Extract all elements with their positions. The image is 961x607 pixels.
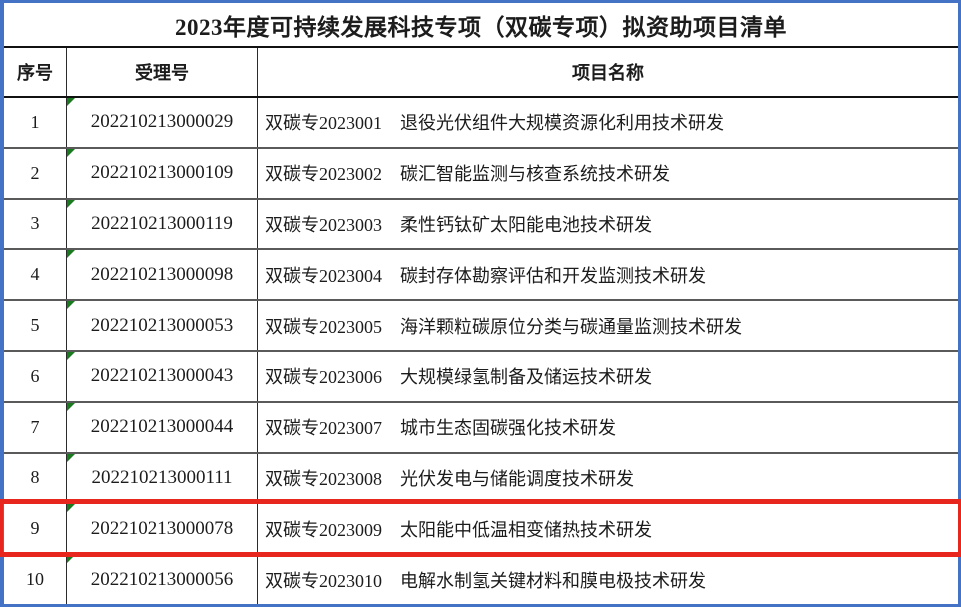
header-cell-project-name: 项目名称 bbox=[572, 63, 644, 83]
row-number-cell: 7 bbox=[4, 402, 67, 452]
acceptance-number-cell: 202210213000078 bbox=[67, 504, 258, 554]
project-name-cell: 双碳专2023009 太阳能中低温相变储热技术研发 bbox=[265, 519, 652, 540]
acceptance-number: 202210213000098 bbox=[90, 263, 234, 285]
acceptance-number: 202210213000119 bbox=[91, 212, 233, 234]
acceptance-number-cell: 202210213000056 bbox=[67, 555, 258, 604]
table-row[interactable]: 10 202210213000056 双碳专2023010 电解水制氢关键材料和… bbox=[4, 553, 958, 604]
project-name-cell: 双碳专2023004 碳封存体勘察评估和开发监测技术研发 bbox=[265, 265, 706, 286]
project-name-cell: 双碳专2023002 碳汇智能监测与核查系统技术研发 bbox=[265, 164, 670, 185]
row-number-cell: 3 bbox=[4, 199, 67, 249]
row-number-cell: 5 bbox=[4, 301, 67, 350]
acceptance-number: 202210213000053 bbox=[90, 314, 234, 336]
table-row[interactable]: 5 202210213000053 双碳专2023005 海洋颗粒碳原位分类与碳… bbox=[4, 299, 958, 350]
acceptance-number-cell: 202210213000029 bbox=[67, 98, 258, 147]
row-number-cell: 4 bbox=[4, 250, 67, 300]
table-row[interactable]: 7 202210213000044 双碳专2023007 城市生态固碳强化技术研… bbox=[4, 400, 958, 452]
cell-corner-flag-icon bbox=[67, 148, 75, 157]
project-name-cell: 双碳专2023010 电解水制氢关键材料和膜电极技术研发 bbox=[265, 570, 706, 591]
table-row[interactable]: 3 202210213000119 双碳专2023003 柔性钙钛矿太阳能电池技… bbox=[4, 197, 958, 249]
row-number-cell: 9 bbox=[4, 504, 67, 554]
acceptance-number: 202210213000043 bbox=[90, 365, 234, 387]
cell-corner-flag-icon bbox=[67, 453, 75, 462]
cell-corner-flag-icon bbox=[67, 250, 75, 259]
acceptance-number-cell: 202210213000098 bbox=[67, 250, 258, 300]
acceptance-number: 202210213000109 bbox=[90, 162, 234, 184]
project-name-cell: 双碳专2023005 海洋颗粒碳原位分类与碳通量监测技术研发 bbox=[265, 316, 742, 337]
project-name-cell: 双碳专2023008 光伏发电与储能调度技术研发 bbox=[265, 468, 634, 489]
table-row[interactable]: 8 202210213000111 双碳专2023008 光伏发电与储能调度技术… bbox=[4, 451, 958, 503]
header-cell-no: 序号 bbox=[4, 48, 67, 96]
acceptance-number-cell: 202210213000111 bbox=[67, 453, 258, 503]
project-name-cell: 双碳专2023001 退役光伏组件大规模资源化利用技术研发 bbox=[265, 113, 724, 134]
row-number-cell: 8 bbox=[4, 453, 67, 503]
row-number-cell: 10 bbox=[4, 555, 67, 604]
acceptance-number: 202210213000078 bbox=[90, 517, 234, 539]
acceptance-number: 202210213000111 bbox=[91, 466, 233, 488]
acceptance-number: 202210213000029 bbox=[90, 111, 234, 133]
acceptance-number-cell: 202210213000109 bbox=[67, 148, 258, 198]
cell-corner-flag-icon bbox=[67, 402, 75, 411]
table-row[interactable]: 4 202210213000098 双碳专2023004 碳封存体勘察评估和开发… bbox=[4, 248, 958, 300]
cell-corner-flag-icon bbox=[67, 555, 75, 564]
acceptance-number-cell: 202210213000044 bbox=[67, 402, 258, 452]
project-name-cell: 双碳专2023003 柔性钙钛矿太阳能电池技术研发 bbox=[265, 214, 652, 235]
row-number-cell: 1 bbox=[4, 98, 67, 147]
cell-corner-flag-icon bbox=[67, 98, 75, 106]
table-row[interactable]: 6 202210213000043 双碳专2023006 大规模绿氢制备及储运技… bbox=[4, 349, 958, 401]
row-number-cell: 2 bbox=[4, 148, 67, 198]
cell-corner-flag-icon bbox=[67, 504, 75, 513]
acceptance-number-cell: 202210213000119 bbox=[67, 199, 258, 249]
table-row[interactable]: 2 202210213000109 双碳专2023002 碳汇智能监测与核查系统… bbox=[4, 146, 958, 198]
cell-corner-flag-icon bbox=[67, 301, 75, 310]
header-cell-acceptance: 受理号 bbox=[67, 48, 258, 96]
acceptance-number-cell: 202210213000043 bbox=[67, 351, 258, 401]
cell-corner-flag-icon bbox=[67, 351, 75, 360]
acceptance-number-cell: 202210213000053 bbox=[67, 301, 258, 350]
table-header-row: 序号 受理号 项目名称 bbox=[4, 48, 958, 98]
project-name-cell: 双碳专2023006 大规模绿氢制备及储运技术研发 bbox=[265, 367, 652, 388]
row-number-cell: 6 bbox=[4, 351, 67, 401]
table-body: 1 202210213000029 双碳专2023001 退役光伏组件大规模资源… bbox=[0, 98, 961, 604]
table-title: 2023年度可持续发展科技专项（双碳专项）拟资助项目清单 bbox=[4, 3, 958, 48]
acceptance-number: 202210213000056 bbox=[90, 568, 234, 590]
cell-corner-flag-icon bbox=[67, 199, 75, 208]
project-name-cell: 双碳专2023007 城市生态固碳强化技术研发 bbox=[265, 418, 616, 439]
acceptance-number: 202210213000044 bbox=[90, 416, 234, 438]
table-row[interactable]: 1 202210213000029 双碳专2023001 退役光伏组件大规模资源… bbox=[4, 98, 958, 147]
table-row[interactable]: 9 202210213000078 双碳专2023009 太阳能中低温相变储热技… bbox=[0, 499, 961, 558]
